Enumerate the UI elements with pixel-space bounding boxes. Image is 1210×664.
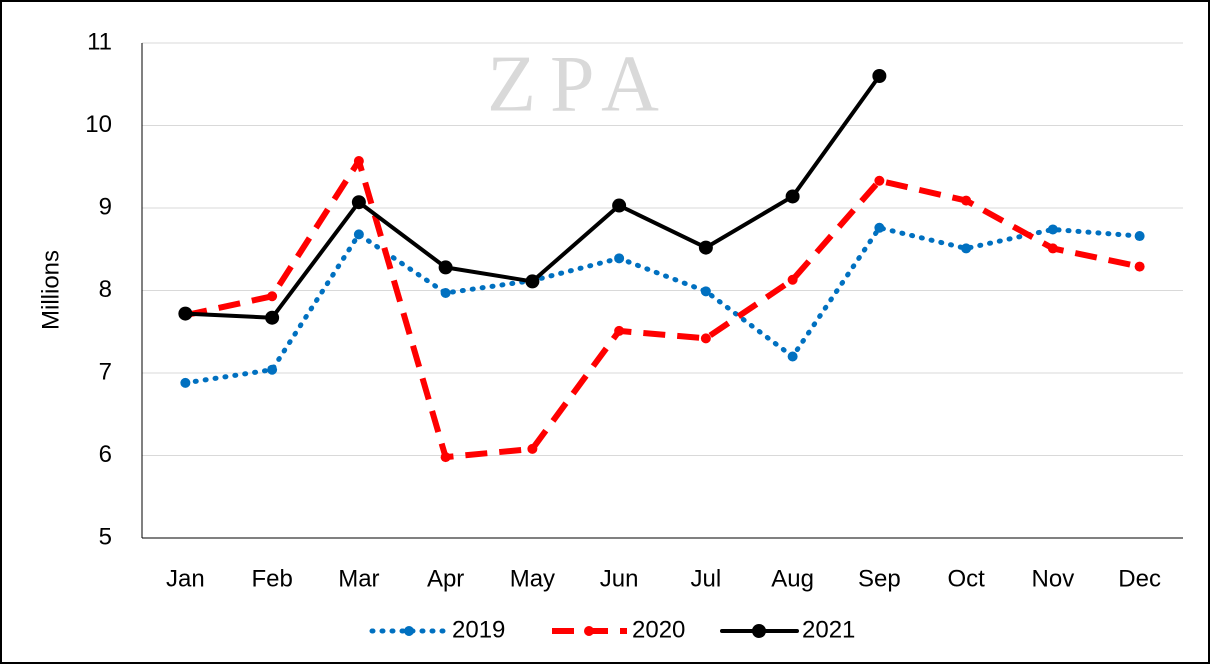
data-point bbox=[786, 189, 800, 203]
x-tick-label: Jul bbox=[691, 565, 722, 592]
data-point bbox=[872, 69, 886, 83]
x-tick-label: Mar bbox=[338, 565, 379, 592]
data-point bbox=[180, 378, 190, 388]
data-point bbox=[354, 156, 364, 166]
x-tick-label: Aug bbox=[771, 565, 814, 592]
data-point bbox=[1135, 231, 1145, 241]
x-tick-label: Dec bbox=[1118, 565, 1161, 592]
data-point bbox=[354, 229, 364, 239]
y-axis-label: Millions bbox=[37, 250, 64, 330]
legend-marker bbox=[584, 626, 594, 636]
x-tick-label: Oct bbox=[947, 565, 985, 592]
data-point bbox=[614, 253, 624, 263]
legend-marker bbox=[752, 624, 766, 638]
data-point bbox=[527, 444, 537, 454]
data-point bbox=[265, 311, 279, 325]
data-point bbox=[701, 286, 711, 296]
y-tick-label: 7 bbox=[99, 358, 112, 385]
y-tick-label: 5 bbox=[99, 523, 112, 550]
data-point bbox=[701, 333, 711, 343]
data-point bbox=[441, 452, 451, 462]
data-point bbox=[1048, 224, 1058, 234]
x-tick-label: Apr bbox=[427, 565, 464, 592]
data-point bbox=[439, 260, 453, 274]
data-point bbox=[961, 243, 971, 253]
x-tick-label: Feb bbox=[251, 565, 292, 592]
data-point bbox=[612, 199, 626, 213]
x-tick-label: Jun bbox=[600, 565, 639, 592]
chart: ZPA Millions 5 6 7 8 9 10 11 Jan Feb Mar Apr May Jun… bbox=[0, 0, 1210, 664]
y-tick-label: 6 bbox=[99, 441, 112, 468]
watermark: ZPA bbox=[487, 40, 673, 128]
data-point bbox=[1048, 243, 1058, 253]
legend-label: 2020 bbox=[632, 616, 685, 643]
legend-marker bbox=[404, 626, 414, 636]
data-point bbox=[874, 223, 884, 233]
x-tick-label: Jan bbox=[166, 565, 205, 592]
data-point bbox=[352, 195, 366, 209]
data-point bbox=[614, 326, 624, 336]
x-tick-label: Nov bbox=[1032, 565, 1075, 592]
x-tick-label: Sep bbox=[858, 565, 901, 592]
legend-label: 2019 bbox=[452, 616, 505, 643]
data-point bbox=[788, 352, 798, 362]
data-point bbox=[788, 275, 798, 285]
y-tick-label: 8 bbox=[99, 276, 112, 303]
data-point bbox=[874, 176, 884, 186]
data-point bbox=[699, 241, 713, 255]
y-tick-label: 9 bbox=[99, 193, 112, 220]
data-point bbox=[525, 274, 539, 288]
data-point bbox=[961, 196, 971, 206]
data-point bbox=[178, 307, 192, 321]
y-tick-label: 10 bbox=[85, 111, 112, 138]
data-point bbox=[1135, 262, 1145, 272]
y-tick-label: 11 bbox=[87, 28, 112, 55]
x-tick-label: May bbox=[510, 565, 555, 592]
data-point bbox=[267, 291, 277, 301]
data-point bbox=[267, 365, 277, 375]
legend-label: 2021 bbox=[802, 616, 855, 643]
data-point bbox=[441, 288, 451, 298]
